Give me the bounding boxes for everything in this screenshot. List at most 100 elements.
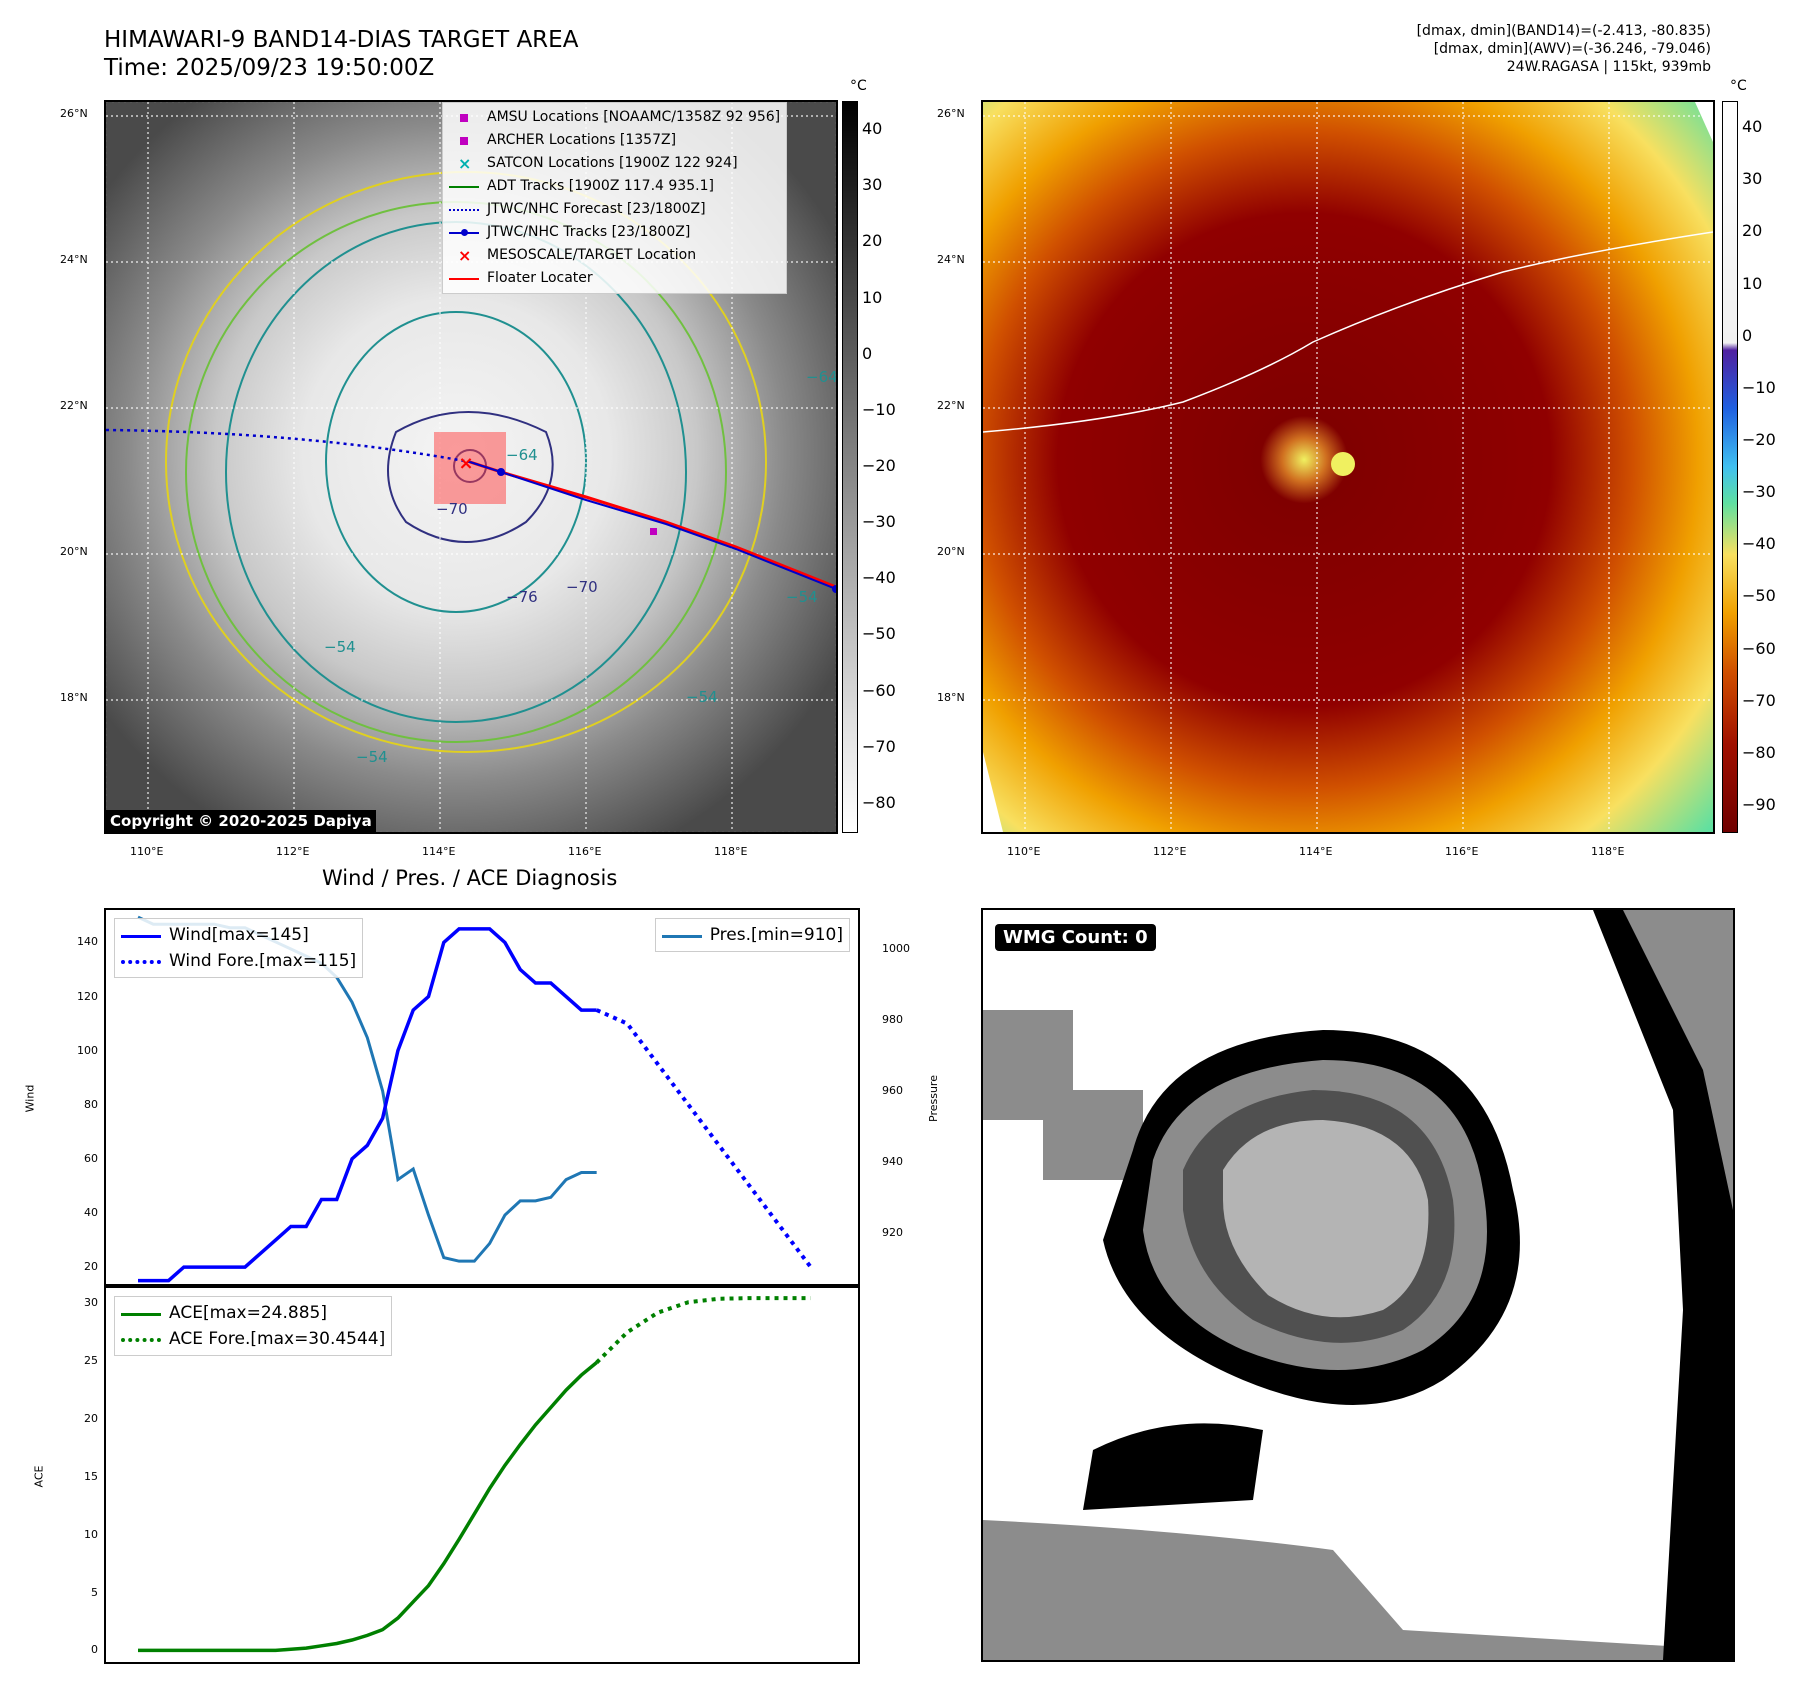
colorbar-tick: −80: [1742, 742, 1776, 762]
pressure-ytick: 960: [882, 1083, 903, 1097]
colorbar-tick: −70: [862, 736, 896, 756]
dmax-dmin-info: [dmax, dmin](BAND14)=(-2.413, -80.835) […: [1417, 22, 1711, 76]
ace-legend: ACE[max=24.885] ACE Fore.[max=30.4544]: [114, 1296, 393, 1356]
info-line-1: [dmax, dmin](BAND14)=(-2.413, -80.835): [1416, 23, 1711, 39]
colorbar-tick: 10: [1742, 273, 1763, 293]
lon-tick: 110°E: [130, 845, 164, 858]
lat-tick: 20°N: [60, 545, 88, 558]
title-line-1: HIMAWARI-9 BAND14-DIAS TARGET AREA: [104, 27, 579, 53]
colorbar-tick: −30: [862, 512, 896, 532]
wmg-panel: WMG Count: 0: [981, 908, 1735, 1662]
left-colorbar-unit: °C: [850, 78, 867, 94]
colorbar-tick: 20: [1742, 221, 1763, 241]
legend-item-jtwc-tracks: JTWC/NHC Tracks [23/1800Z]: [449, 221, 780, 244]
pressure-ytick: 1000: [882, 942, 910, 956]
ace-forecast-line: [595, 1296, 811, 1364]
colorbar-tick: −10: [1742, 377, 1776, 397]
legend-item-ace-forecast: ACE Fore.[max=30.4544]: [121, 1326, 385, 1352]
lat-tick: 18°N: [937, 691, 965, 704]
contour-label: −70: [436, 500, 468, 518]
colorbar-tick: 0: [862, 343, 873, 363]
contour-label: −64: [806, 368, 836, 386]
ace-panel: ACE[max=24.885] ACE Fore.[max=30.4544]: [104, 1284, 860, 1664]
ace-ytick: 15: [84, 1469, 98, 1483]
ace-ytick: 10: [84, 1527, 98, 1541]
legend-item-archer: ARCHER Locations [1357Z]: [449, 129, 780, 152]
info-line-2: [dmax, dmin](AWV)=(-36.246, -79.046): [1433, 41, 1711, 57]
lon-tick: 118°E: [714, 845, 748, 858]
wind-ytick: 140: [77, 935, 98, 949]
legend-item-amsu: AMSU Locations [NOAAMC/1358Z 92 956]: [449, 106, 780, 129]
wind-ytick: 20: [84, 1260, 98, 1274]
legend-item-ace: ACE[max=24.885]: [121, 1300, 385, 1326]
contour-label: −76: [506, 588, 538, 606]
awv-map-image: [983, 102, 1713, 832]
legend-item-wind-forecast: Wind Fore.[max=115]: [121, 948, 356, 974]
colorbar-tick: −80: [862, 792, 896, 812]
lat-tick: 26°N: [60, 107, 88, 120]
left-colorbar: [842, 101, 858, 833]
ace-ytick: 30: [84, 1296, 98, 1310]
contour-label: −70: [566, 578, 598, 596]
colorbar-tick: 20: [862, 231, 883, 251]
lat-tick: 26°N: [937, 107, 965, 120]
wind-axis-label: Wind: [23, 1084, 37, 1113]
colorbar-tick: −40: [862, 568, 896, 588]
colorbar-tick: −20: [862, 456, 896, 475]
legend-item-pressure: Pres.[min=910]: [661, 922, 843, 948]
lon-tick: 118°E: [1591, 845, 1625, 858]
colorbar-tick: −60: [862, 680, 896, 700]
wind-pressure-panel: Wind[max=145] Wind Fore.[max=115] Pres.[…: [104, 908, 860, 1288]
contour-label: −54: [786, 588, 818, 606]
lat-tick: 18°N: [60, 691, 88, 704]
pressure-legend: Pres.[min=910]: [654, 918, 850, 952]
lon-tick: 116°E: [1445, 845, 1479, 858]
ace-ytick: 25: [84, 1354, 98, 1368]
title-line-2: Time: 2025/09/23 19:50:00Z: [104, 55, 435, 81]
colorbar-tick: 30: [1742, 169, 1763, 189]
diagnosis-title: Wind / Pres. / ACE Diagnosis: [322, 866, 618, 890]
lat-tick: 24°N: [60, 253, 88, 266]
right-colorbar-unit: °C: [1730, 78, 1747, 94]
colorbar-tick: −40: [1742, 534, 1776, 554]
lon-tick: 110°E: [1007, 845, 1041, 858]
ir-map-panel: × −54 −54 −54 −64 −70 −76 −70 −54 −64 AM…: [104, 100, 838, 834]
lon-tick: 114°E: [422, 845, 456, 858]
legend-item-jtwc-forecast: JTWC/NHC Forecast [23/1800Z]: [449, 198, 780, 221]
lon-tick: 116°E: [568, 845, 602, 858]
wind-legend: Wind[max=145] Wind Fore.[max=115]: [114, 918, 364, 978]
colorbar-tick: −90: [1742, 794, 1776, 814]
colorbar-tick: 40: [862, 119, 883, 139]
colorbar-tick: −60: [1742, 638, 1776, 658]
colorbar-tick: −20: [1742, 429, 1776, 449]
lat-tick: 20°N: [937, 545, 965, 558]
lon-tick: 112°E: [276, 845, 310, 858]
lat-tick: 22°N: [60, 399, 88, 412]
colorbar-tick: 0: [1742, 325, 1753, 345]
contour-label: −54: [356, 748, 388, 766]
pressure-axis-label: Pressure: [926, 1075, 940, 1122]
colorbar-tick: −50: [862, 624, 896, 644]
wind-forecast-line: [595, 1008, 813, 1269]
colorbar-tick: 30: [862, 175, 883, 195]
wind-ytick: 80: [84, 1097, 98, 1111]
wind-ytick: 120: [77, 989, 98, 1003]
legend-item-floater: Floater Locater: [449, 267, 780, 290]
colorbar-tick: −50: [1742, 586, 1776, 606]
wind-ytick: 40: [84, 1205, 98, 1219]
pressure-ytick: 920: [882, 1225, 903, 1239]
pressure-ytick: 940: [882, 1154, 903, 1168]
contour-label: −54: [686, 688, 718, 706]
colorbar-tick: 40: [1742, 117, 1763, 137]
ace-ytick: 0: [91, 1643, 98, 1657]
colorbar-tick: 10: [862, 287, 883, 307]
svg-text:×: ×: [458, 453, 473, 474]
colorbar-tick: −70: [1742, 690, 1776, 710]
awv-map-panel: [981, 100, 1715, 834]
wind-line: [138, 927, 597, 1283]
wmg-image: [983, 910, 1733, 1660]
wind-ytick: 100: [77, 1043, 98, 1057]
ace-axis-label: ACE: [32, 1465, 46, 1488]
colorbar-tick: −30: [1742, 482, 1776, 502]
legend-item-mesoscale: × MESOSCALE/TARGET Location: [458, 245, 697, 265]
